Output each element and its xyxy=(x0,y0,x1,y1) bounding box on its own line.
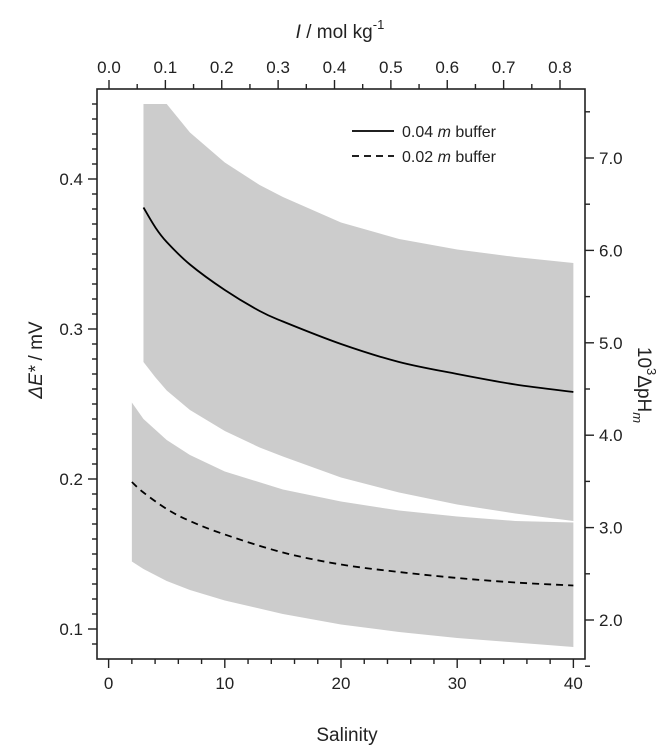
legend-label-1: 0.02 m buffer xyxy=(402,149,497,166)
y-tick-label: 0.3 xyxy=(59,320,83,339)
right-tick-label: 5.0 xyxy=(599,334,623,353)
top-tick-label: 0.6 xyxy=(435,58,459,77)
top-axis-title: I / mol kg-1 xyxy=(296,17,385,43)
top-tick-label: 0.0 xyxy=(97,58,121,77)
right-tick-label: 2.0 xyxy=(599,611,623,630)
top-tick-label: 0.1 xyxy=(154,58,178,77)
top-tick-label: 0.5 xyxy=(379,58,403,77)
band-1 xyxy=(131,402,574,647)
right-tick-label: 3.0 xyxy=(599,519,623,538)
y-tick-label: 0.1 xyxy=(59,620,83,639)
x-tick-label: 30 xyxy=(448,674,467,693)
series-line-1 xyxy=(131,481,574,587)
top-tick-label: 0.7 xyxy=(492,58,516,77)
x-tick-label: 40 xyxy=(564,674,583,693)
top-tick-label: 0.4 xyxy=(323,58,347,77)
y-tick-label: 0.2 xyxy=(59,470,83,489)
x-tick-label: 0 xyxy=(104,674,113,693)
y-tick-label: 0.4 xyxy=(59,170,83,189)
x-tick-label: 10 xyxy=(215,674,234,693)
right-tick-label: 7.0 xyxy=(599,149,623,168)
band-0 xyxy=(143,104,574,521)
legend-label-0: 0.04 m buffer xyxy=(402,124,497,141)
right-tick-label: 4.0 xyxy=(599,426,623,445)
x-tick-label: 20 xyxy=(332,674,351,693)
legend: 0.04 m buffer 0.02 m buffer xyxy=(352,124,497,166)
top-tick-label: 0.8 xyxy=(548,58,572,77)
series-line-0 xyxy=(142,207,574,393)
series-lines xyxy=(131,207,574,587)
top-tick-label: 0.3 xyxy=(266,58,290,77)
right-tick-label: 6.0 xyxy=(599,241,623,260)
x-axis-title: Salinity xyxy=(316,725,378,746)
top-tick-label: 0.2 xyxy=(210,58,234,77)
tick-labels: 0 10 20 30 40 0.1 0.2 0.3 0.4 0.0 0.1 0.2 0.3 0.4 0.5 0… xyxy=(59,58,622,693)
uncertainty-bands xyxy=(131,104,574,647)
axis-ticks xyxy=(88,80,594,668)
left-axis-title: ΔE* / mV xyxy=(26,321,47,399)
right-axis-title: 103ΔpHm xyxy=(630,347,659,423)
